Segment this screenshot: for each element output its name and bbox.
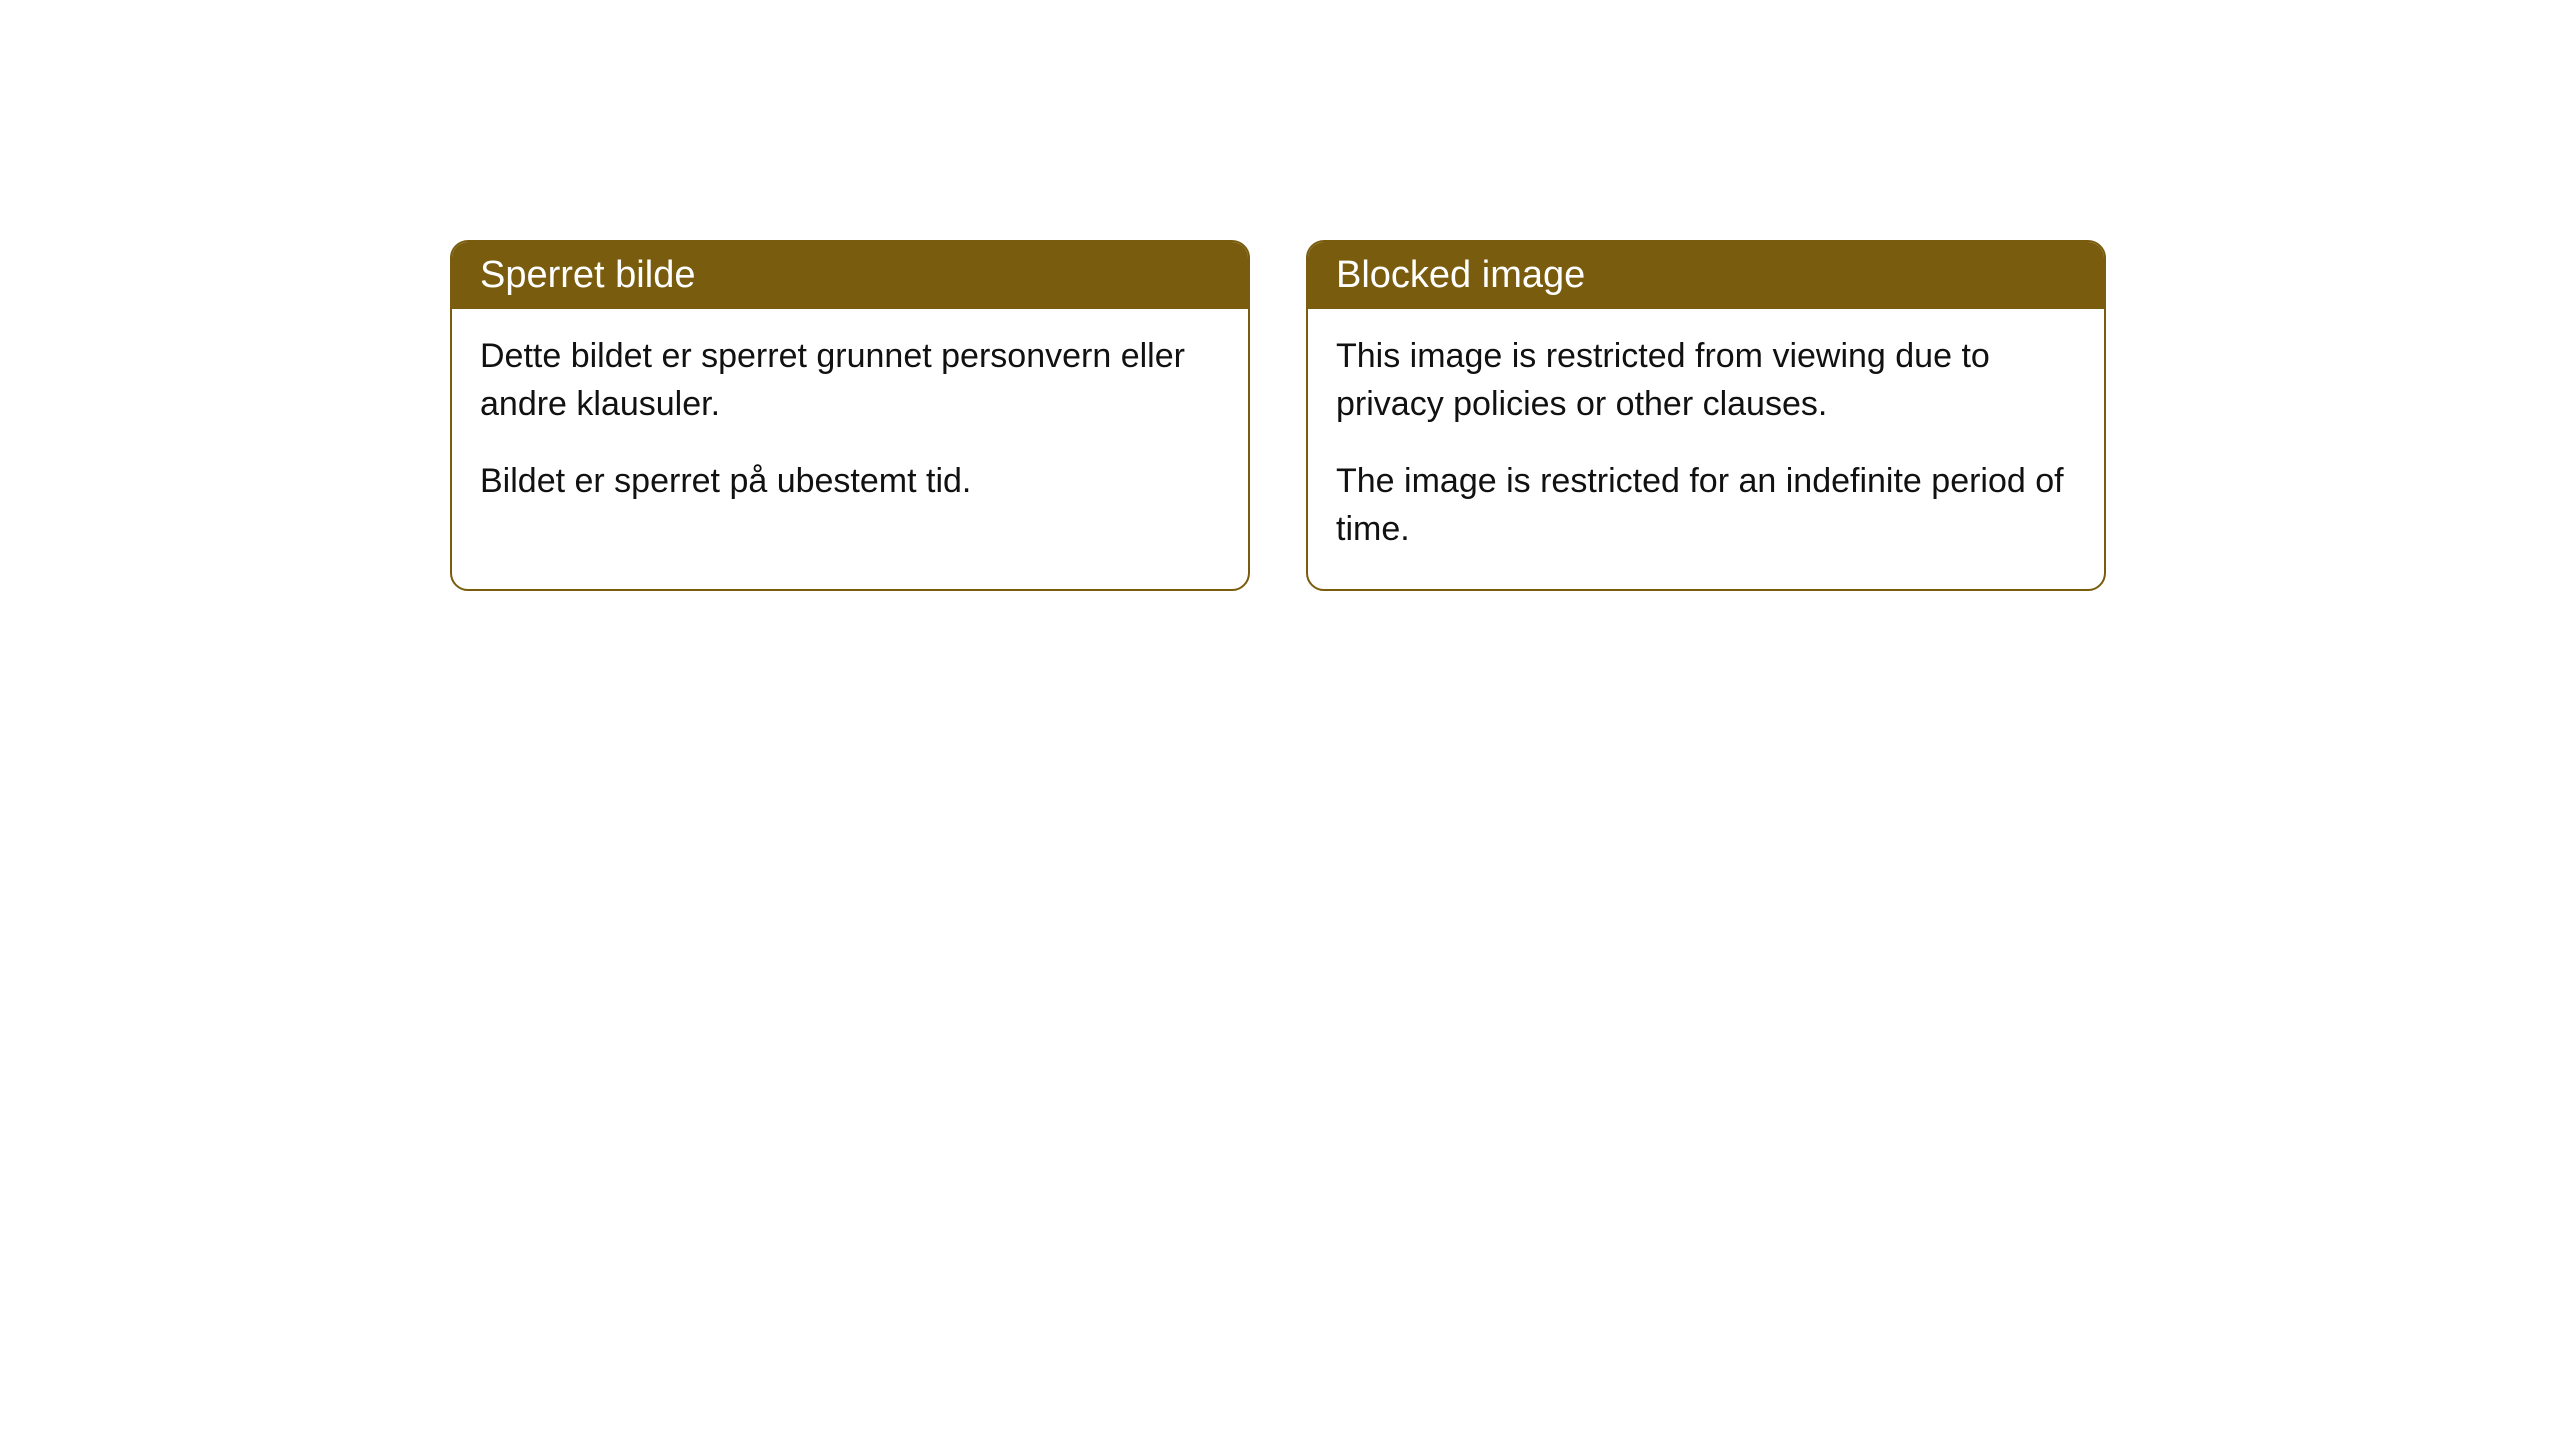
notice-card-english: Blocked image This image is restricted f… — [1306, 240, 2106, 591]
card-paragraph: This image is restricted from viewing du… — [1336, 333, 2076, 428]
card-body: Dette bildet er sperret grunnet personve… — [452, 309, 1248, 542]
card-title: Sperret bilde — [452, 242, 1248, 309]
card-title: Blocked image — [1308, 242, 2104, 309]
card-paragraph: Dette bildet er sperret grunnet personve… — [480, 333, 1220, 428]
notice-cards-container: Sperret bilde Dette bildet er sperret gr… — [450, 240, 2560, 591]
card-body: This image is restricted from viewing du… — [1308, 309, 2104, 589]
card-paragraph: Bildet er sperret på ubestemt tid. — [480, 458, 1220, 506]
card-paragraph: The image is restricted for an indefinit… — [1336, 458, 2076, 553]
notice-card-norwegian: Sperret bilde Dette bildet er sperret gr… — [450, 240, 1250, 591]
